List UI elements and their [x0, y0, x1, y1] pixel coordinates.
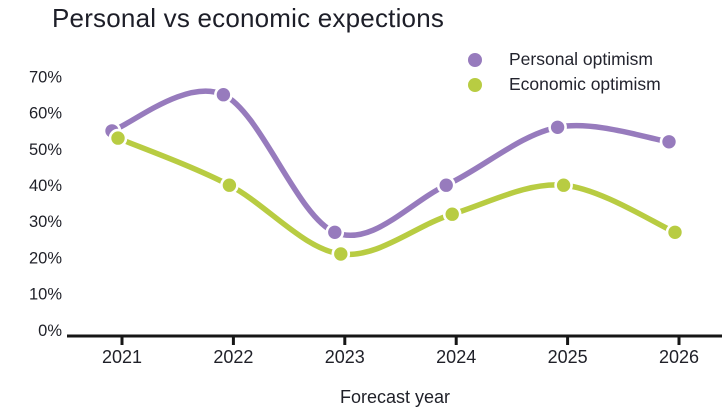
data-point-personal — [325, 223, 345, 242]
data-point-economic — [220, 175, 239, 195]
x-tick-label: 2022 — [213, 347, 253, 367]
data-point-personal — [548, 118, 567, 137]
data-point-personal — [214, 85, 233, 104]
x-tick-label: 2026 — [659, 347, 699, 367]
series-line-personal — [109, 88, 672, 238]
data-point-economic — [108, 128, 128, 148]
y-tick-label: 70% — [29, 68, 62, 86]
y-tick-label: 30% — [29, 213, 62, 231]
data-point-personal — [436, 175, 456, 195]
legend: Personal optimism Economic optimism — [468, 47, 661, 97]
data-point-personal — [659, 132, 679, 152]
y-tick-label: 40% — [29, 177, 62, 195]
y-tick-label: 20% — [29, 249, 62, 267]
data-point-economic — [554, 175, 573, 195]
y-tick-label: 10% — [29, 286, 62, 304]
y-tick-label: 0% — [38, 322, 62, 340]
data-point-economic — [665, 223, 685, 242]
page-title: Personal vs economic expections — [52, 3, 445, 33]
data-point-economic — [442, 204, 462, 224]
y-tick-label: 60% — [29, 105, 62, 123]
legend-dot-economic-icon — [468, 77, 482, 92]
x-tick-label: 2023 — [325, 347, 365, 367]
data-point-economic — [331, 244, 351, 264]
x-tick-label: 2024 — [436, 347, 476, 367]
legend-item-economic: Economic optimism — [468, 72, 661, 97]
legend-item-personal: Personal optimism — [468, 47, 661, 72]
x-axis-title: Forecast year — [339, 387, 451, 407]
legend-label-personal: Personal optimism — [509, 49, 653, 69]
x-tick-label: 2021 — [102, 347, 142, 367]
x-tick-label: 2025 — [548, 347, 588, 367]
legend-label-economic: Economic optimism — [509, 74, 661, 94]
legend-dot-personal-icon — [468, 52, 482, 67]
series-line-economic — [115, 135, 678, 258]
y-tick-label: 50% — [29, 141, 62, 159]
